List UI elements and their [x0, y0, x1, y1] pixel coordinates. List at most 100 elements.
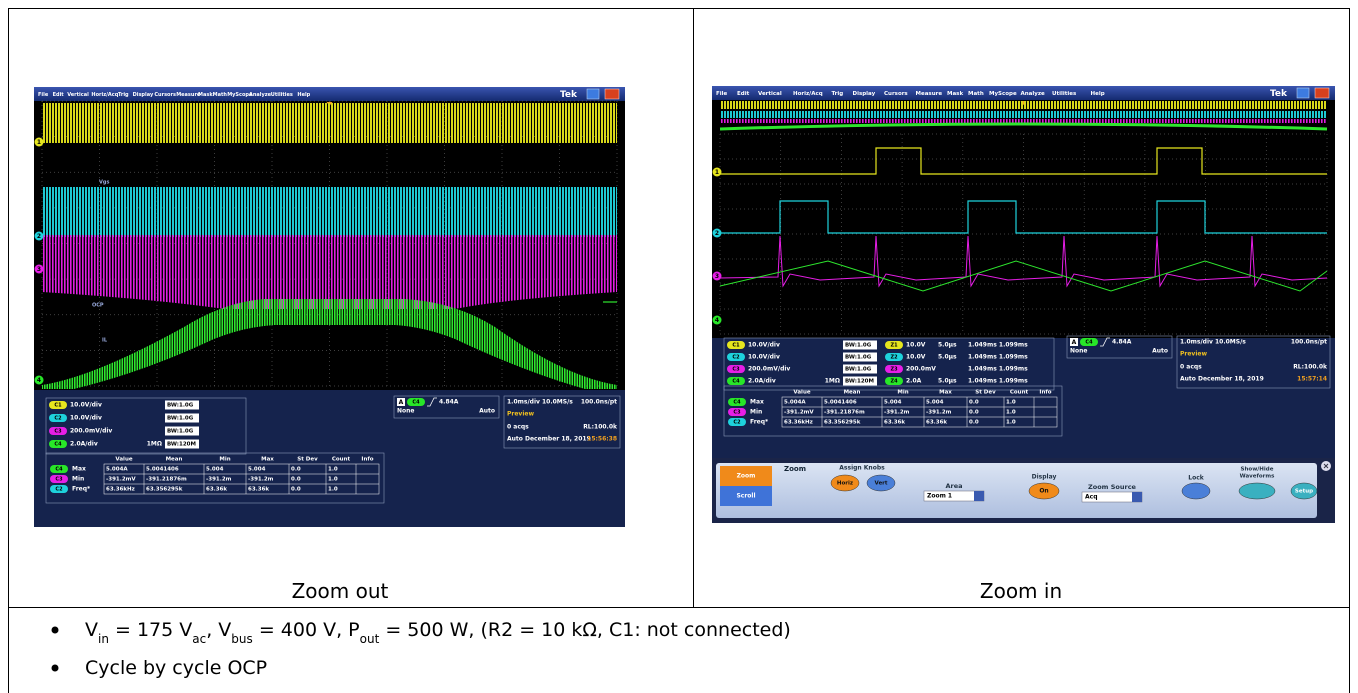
measurement-box — [723, 385, 1063, 437]
brand-logo: Tek — [560, 90, 578, 100]
bullet-dot — [51, 626, 59, 634]
channel-marker-label: 4 — [37, 377, 41, 384]
measurement-cell: 0.0 — [291, 487, 301, 493]
measurement-grid — [781, 396, 1058, 428]
menu-item: Measure — [176, 92, 201, 98]
readout-box — [723, 337, 1055, 391]
text-run: Cycle by cycle OCP — [85, 657, 267, 679]
channel-marker — [34, 231, 44, 241]
zoom-scale: 10.0V — [906, 354, 926, 361]
channel-marker-label: 4 — [715, 317, 719, 324]
bandwidth: BW:1.0G — [167, 416, 194, 422]
zoom-tab[interactable] — [720, 466, 772, 486]
bullet-dot — [51, 664, 59, 672]
menu-bar — [34, 87, 625, 101]
assign-knobs-label: Assign Knobs — [839, 465, 885, 472]
menu-item: Cursors — [154, 92, 176, 98]
caption: Zoom out — [292, 579, 389, 603]
measurement-label: Freq* — [72, 486, 91, 493]
zoom-scale: 200.0mV — [906, 366, 936, 373]
waveform-c1 — [720, 147, 1327, 175]
measurement-header: St Dev — [297, 457, 318, 463]
channel-badge-label: C1 — [54, 403, 62, 409]
channel-badge — [49, 401, 67, 409]
acquisition-count: 0 acqs — [507, 424, 529, 431]
measurement-cell: 63.356295k — [146, 487, 183, 493]
display-value: On — [1039, 488, 1048, 495]
bandwidth-box — [165, 439, 199, 449]
trigger-mode: None — [397, 408, 414, 415]
channel-badge — [49, 440, 67, 448]
vertical-scale: 200.0mV/div — [70, 428, 112, 435]
channel-badge — [727, 365, 745, 373]
timebase-resolution: 100.0ns/pt — [581, 399, 617, 406]
lock-button[interactable] — [1181, 482, 1211, 500]
menu-item: Trig — [832, 91, 844, 97]
setup-button[interactable] — [1290, 482, 1318, 500]
measurement-cell: 0.0 — [291, 477, 301, 483]
show-hide-button[interactable] — [1238, 482, 1276, 500]
measurement-header: Mean — [166, 457, 183, 463]
oscilloscope-screenshot: File Edit Vertical Horiz/Acq Trig Display Curs… — [712, 86, 1335, 523]
measurement-cell: 63.36kHz — [784, 420, 813, 426]
zoom-range: 1.049ms 1.099ms — [968, 378, 1028, 385]
acquisition-state: Preview — [507, 411, 534, 418]
measurement-cell: 5.004 — [248, 467, 266, 473]
channel-badge-label: C3 — [54, 429, 62, 435]
knob-button[interactable] — [866, 474, 896, 492]
vertical-scale: 200.0mV/div — [748, 366, 790, 373]
channel-badge-label: C3 — [733, 410, 741, 416]
display-button[interactable] — [1028, 482, 1060, 500]
subscript: in — [98, 632, 109, 646]
measurement-header: Info — [361, 457, 373, 463]
zoom-tab[interactable] — [720, 486, 772, 506]
text-run: = 400 V, P — [253, 619, 360, 641]
timebase-box — [1176, 335, 1331, 389]
vertical-scale: 2.0A/div — [748, 378, 776, 385]
record-length: RL:100.0k — [1293, 364, 1328, 371]
measurement-cell: 63.36k — [248, 487, 269, 493]
channel-marker-label: 3 — [715, 273, 719, 280]
channel-marker-label: 1 — [715, 169, 719, 176]
measurement-cell: 63.36k — [926, 420, 947, 426]
channel-badge — [727, 341, 745, 349]
measurement-cell: -391.2m — [884, 410, 910, 416]
bandwidth-box — [165, 426, 199, 436]
measurement-header: Count — [1010, 390, 1029, 396]
channel-badge-label: Z2 — [890, 355, 898, 361]
overview-c2 — [720, 111, 1327, 118]
trigger-box — [1066, 335, 1173, 359]
menu-item: Utilities — [271, 92, 293, 98]
subscript: out — [360, 632, 380, 646]
bandwidth: BW:120M — [845, 379, 874, 385]
waveform-c4 — [42, 299, 617, 389]
subscript: bus — [231, 632, 252, 646]
knob-button[interactable] — [830, 474, 860, 492]
timebase-scale: 1.0ms/div 10.0MS/s — [1180, 339, 1246, 346]
timebase-box — [503, 395, 621, 449]
display-label: Display — [1032, 474, 1057, 481]
menu-item: Help — [297, 92, 310, 98]
bandwidth-box — [843, 376, 877, 386]
text-run: = 500 W, (R2 = 10 kΩ, C1: not connected) — [379, 619, 791, 641]
channel-badge-label: C4 — [55, 467, 63, 473]
channel-marker-label: 2 — [715, 230, 719, 237]
bandwidth: BW:120M — [167, 442, 196, 448]
measurement-header: Max — [939, 390, 952, 396]
measurement-label: Max — [750, 399, 764, 406]
readout-box — [45, 397, 247, 455]
menu-item: Measure — [916, 91, 943, 97]
trigger-mode: Auto — [1152, 348, 1168, 355]
channel-badge — [407, 398, 425, 406]
zoom-time: 5.0µs — [938, 342, 957, 349]
acquisition-state: Preview — [1180, 351, 1207, 358]
acquisition-date: Auto December 18, 2019 — [1180, 376, 1264, 383]
trigger-mode: Auto — [479, 408, 495, 415]
record-length: RL:100.0k — [583, 424, 618, 431]
zoom-scale: 2.0A — [906, 378, 922, 385]
menu-item: Math — [968, 91, 984, 97]
menu-item: Display — [853, 91, 876, 97]
panel-close-x — [1323, 463, 1329, 469]
zoom-range: 1.049ms 1.099ms — [968, 342, 1028, 349]
